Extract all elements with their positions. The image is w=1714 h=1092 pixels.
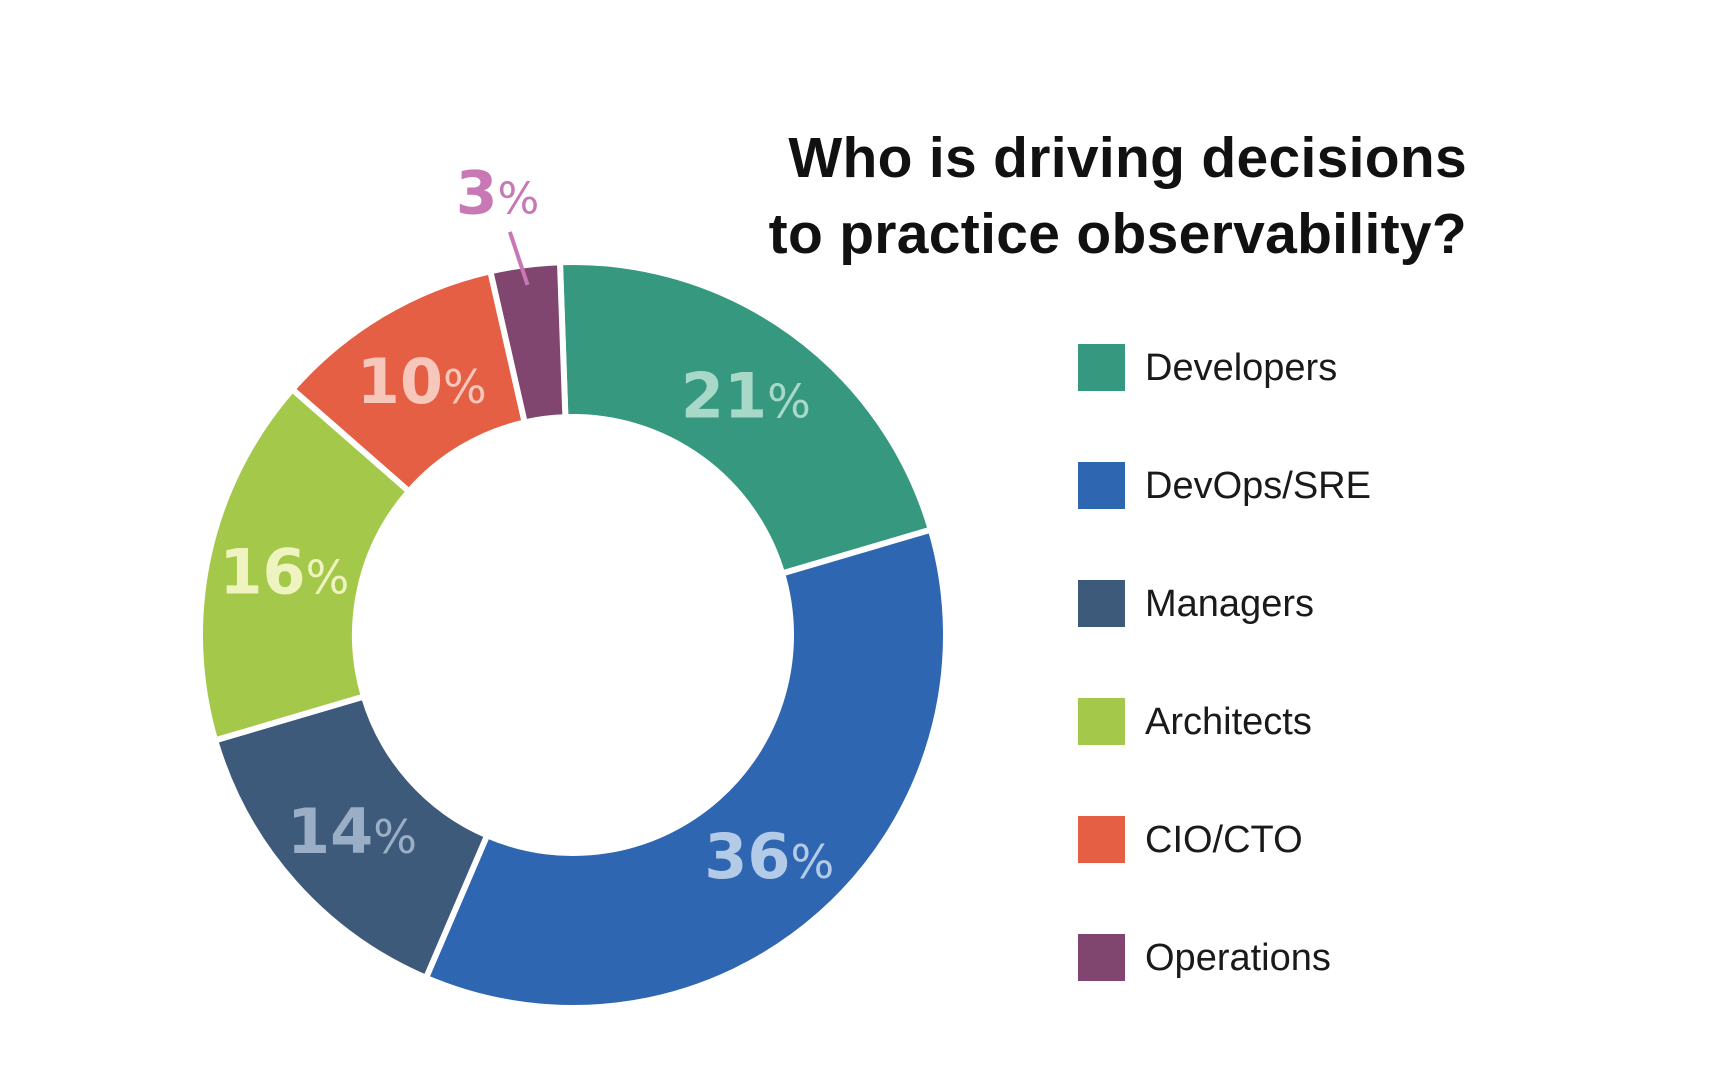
data-label-architects: 16% <box>219 536 349 609</box>
legend-label-architects: Architects <box>1145 701 1312 743</box>
legend-label-devops-sre: DevOps/SRE <box>1145 465 1371 507</box>
data-label-value-devops-sre: 36 <box>704 820 790 893</box>
data-label-devops-sre: 36% <box>704 820 834 893</box>
data-label-suffix-operations: % <box>498 173 540 224</box>
legend-swatch-operations <box>1078 934 1125 981</box>
legend-label-developers: Developers <box>1145 347 1338 389</box>
chart-title: Who is driving decisions to practice obs… <box>567 120 1467 272</box>
legend: Developers DevOps/SRE Managers Architect… <box>1078 344 1578 1052</box>
data-label-suffix-developers: % <box>767 374 811 428</box>
legend-swatch-devops-sre <box>1078 462 1125 509</box>
slice-devops-sre <box>422 525 949 1011</box>
data-label-suffix-devops-sre: % <box>790 835 834 889</box>
data-label-operations: 3% <box>456 158 540 228</box>
legend-label-operations: Operations <box>1145 937 1331 979</box>
legend-label-managers: Managers <box>1145 583 1314 625</box>
chart-title-line-1: Who is driving decisions <box>788 126 1467 190</box>
data-label-suffix-architects: % <box>306 551 350 605</box>
slice-developers <box>556 259 935 578</box>
legend-item-architects: Architects <box>1078 698 1578 746</box>
legend-label-cio-cto: CIO/CTO <box>1145 819 1303 861</box>
slice-architects <box>197 385 414 745</box>
data-label-managers: 14% <box>287 795 417 868</box>
legend-item-cio-cto: CIO/CTO <box>1078 816 1578 864</box>
legend-swatch-developers <box>1078 344 1125 391</box>
legend-item-developers: Developers <box>1078 344 1578 392</box>
data-label-cio-cto: 10% <box>357 345 487 418</box>
data-label-value-developers: 21 <box>681 359 767 432</box>
legend-item-managers: Managers <box>1078 580 1578 628</box>
legend-item-operations: Operations <box>1078 934 1578 982</box>
data-label-value-operations: 3 <box>456 158 498 228</box>
legend-swatch-cio-cto <box>1078 816 1125 863</box>
legend-item-devops-sre: DevOps/SRE <box>1078 462 1578 510</box>
legend-swatch-architects <box>1078 698 1125 745</box>
slice-managers <box>211 692 492 982</box>
data-label-value-architects: 16 <box>219 536 305 609</box>
callout-line-operations <box>507 231 530 286</box>
data-label-suffix-cio-cto: % <box>443 360 487 414</box>
chart-title-line-2: to practice observability? <box>768 202 1467 266</box>
data-label-suffix-managers: % <box>373 810 417 864</box>
legend-swatch-managers <box>1078 580 1125 627</box>
slice-operations <box>486 259 569 427</box>
data-label-value-managers: 14 <box>287 795 373 868</box>
data-label-developers: 21% <box>681 359 811 432</box>
data-label-value-cio-cto: 10 <box>357 345 443 418</box>
